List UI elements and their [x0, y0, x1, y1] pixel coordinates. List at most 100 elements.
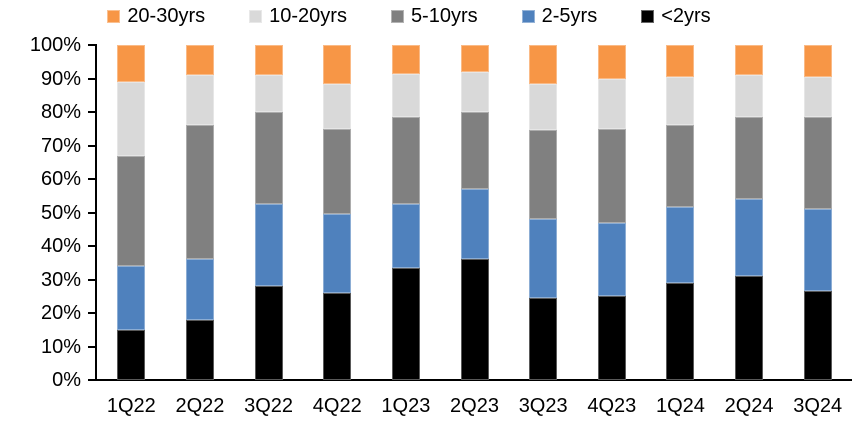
legend-label: 5-10yrs [410, 5, 478, 27]
legend-swatch-icon [107, 9, 121, 23]
bar-segment-20-30yrs [803, 45, 832, 77]
plot-area [97, 45, 852, 380]
y-axis-tick [88, 144, 96, 147]
x-axis-label: 3Q22 [244, 395, 294, 417]
bar-segment-10-20yrs [391, 73, 420, 118]
y-axis-label: 10% [40, 335, 81, 358]
x-axis-label: 2Q24 [724, 395, 774, 417]
bar-segment-10-20yrs [597, 78, 626, 129]
x-axis-labels: 1Q22 2Q22 3Q22 4Q22 1Q23 2Q23 3Q23 4Q23 1Q24 2Q24… [97, 393, 852, 419]
bar-2Q22 [166, 45, 235, 380]
bar-segment-2-5yrs [666, 207, 695, 283]
bar-segment-10-20yrs [529, 83, 558, 131]
bar-2Q23 [440, 45, 509, 380]
y-axis-line [95, 44, 97, 381]
bar-segment-10-20yrs [460, 71, 489, 113]
bar-segment-<2yrs [391, 267, 420, 380]
bar-segment-20-30yrs [117, 45, 146, 82]
bar-segment-20-30yrs [323, 45, 352, 84]
bar-segment-2-5yrs [597, 222, 626, 297]
y-axis-tick [88, 278, 96, 281]
legend-label: 20-30yrs [127, 5, 206, 27]
bar-3Q24 [783, 45, 852, 380]
y-axis-label: 40% [40, 235, 81, 257]
y-axis-tick [88, 44, 96, 46]
bar-segment-10-20yrs [735, 75, 764, 118]
legend-item: <2yrs [641, 5, 711, 27]
bar-segment-20-30yrs [391, 45, 420, 74]
x-axis-line [88, 379, 852, 381]
bar-segment-5-10yrs [666, 125, 695, 208]
bar-segment-2-5yrs [529, 219, 558, 298]
x-axis-label: 3Q24 [793, 395, 843, 417]
legend-label: 2-5yrs [541, 5, 598, 27]
y-axis-label: 80% [40, 101, 81, 123]
bar-segment-5-10yrs [185, 125, 214, 260]
bar-segment-20-30yrs [735, 45, 764, 76]
bar-segment-20-30yrs [666, 45, 695, 77]
bar-segment-5-10yrs [529, 130, 558, 220]
bar-segment-<2yrs [323, 292, 352, 380]
y-axis-label: 100% [29, 34, 81, 56]
y-axis-tick [88, 312, 96, 314]
bar-segment-20-30yrs [529, 45, 558, 84]
bar-segment-10-20yrs [185, 75, 214, 126]
legend-swatch-icon [390, 9, 404, 23]
legend-label: <2yrs [661, 5, 711, 27]
bar-2Q24 [715, 45, 784, 380]
bar-3Q22 [234, 45, 303, 380]
bar-segment-20-30yrs [597, 45, 626, 79]
x-axis-label: 1Q23 [381, 395, 431, 417]
bar-segment-2-5yrs [391, 204, 420, 268]
bar-segment-<2yrs [803, 291, 832, 380]
y-axis-tick [88, 245, 96, 247]
legend-item: 2-5yrs [521, 5, 598, 27]
bar-segment-20-30yrs [254, 45, 283, 76]
y-axis-label: 20% [40, 302, 81, 324]
y-axis-tick [88, 211, 96, 214]
bar-3Q23 [509, 45, 578, 380]
legend-item: 10-20yrs [249, 5, 347, 27]
bar-segment-<2yrs [117, 329, 146, 380]
bar-segment-5-10yrs [597, 128, 626, 223]
y-axis-label: 60% [40, 168, 81, 190]
bar-segment-<2yrs [597, 296, 626, 380]
bar-segment-20-30yrs [460, 45, 489, 72]
bar-segment-2-5yrs [117, 266, 146, 330]
bar-1Q23 [372, 45, 441, 380]
bar-segment-<2yrs [735, 276, 764, 380]
bar-segment-2-5yrs [185, 259, 214, 320]
bar-segment-5-10yrs [254, 112, 283, 205]
bar-segment-<2yrs [666, 282, 695, 380]
x-axis-label: 3Q23 [518, 395, 568, 417]
x-axis-label: 1Q22 [106, 395, 156, 417]
bar-segment-5-10yrs [803, 117, 832, 210]
legend-item: 20-30yrs [107, 5, 205, 27]
x-axis-label: 1Q24 [655, 395, 705, 417]
bar-1Q22 [97, 45, 166, 380]
bar-segment-5-10yrs [323, 128, 352, 215]
y-axis-label: 50% [40, 201, 81, 224]
x-axis-label: 4Q22 [312, 395, 362, 417]
bar-segment-2-5yrs [460, 189, 489, 260]
bar-segment-10-20yrs [323, 83, 352, 129]
bar-segment-<2yrs [254, 286, 283, 380]
bar-segment-<2yrs [529, 297, 558, 380]
bar-segment-10-20yrs [803, 76, 832, 118]
y-axis-tick [88, 77, 96, 80]
x-axis-label: 2Q22 [175, 395, 225, 417]
y-axis-label: 0% [52, 369, 81, 391]
y-axis-label: 30% [40, 268, 81, 291]
x-axis-label: 4Q23 [587, 395, 637, 417]
legend-item: 5-10yrs [390, 5, 478, 27]
bar-4Q23 [577, 45, 646, 380]
bar-segment-20-30yrs [185, 45, 214, 76]
bar-segment-10-20yrs [117, 81, 146, 156]
y-axis-tick [88, 345, 96, 348]
legend-swatch-icon [249, 9, 263, 23]
y-axis-tick [88, 178, 96, 180]
bar-segment-2-5yrs [254, 204, 283, 287]
bar-segment-5-10yrs [391, 117, 420, 205]
y-axis-label: 70% [40, 134, 81, 157]
legend-label: 10-20yrs [269, 5, 347, 27]
